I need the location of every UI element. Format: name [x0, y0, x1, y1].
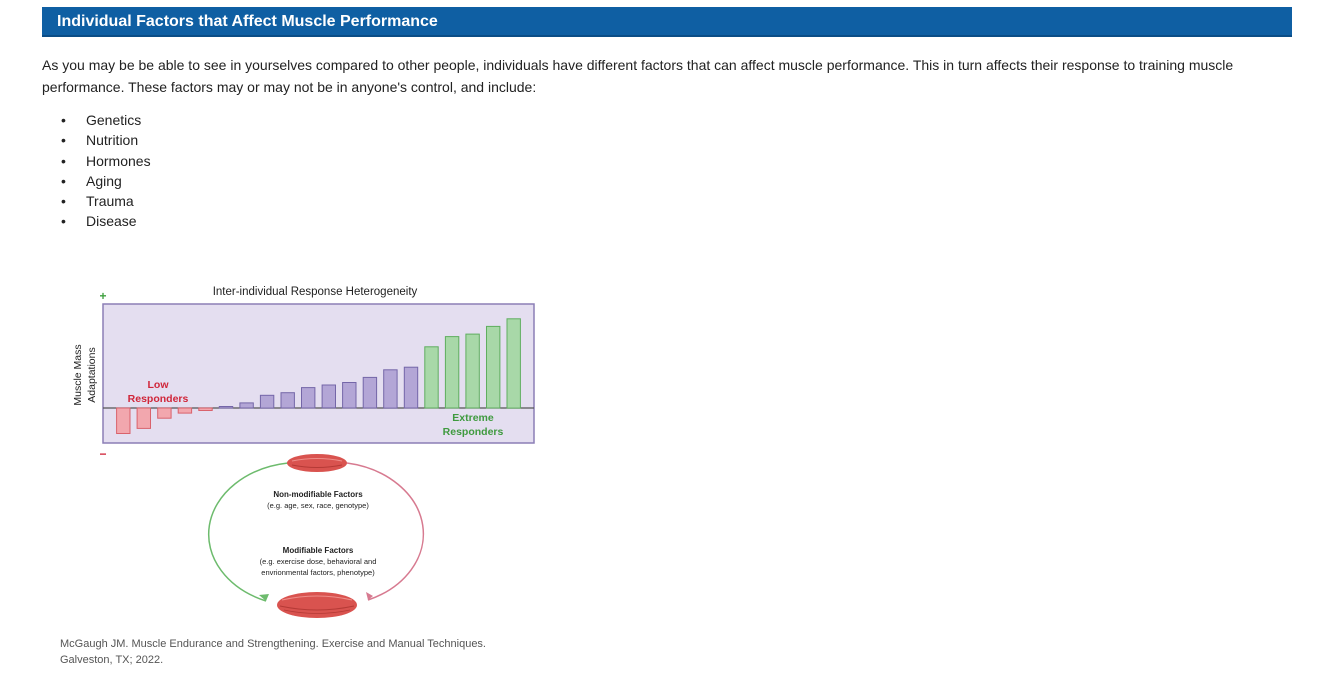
- figure-citation: McGaugh JM. Muscle Endurance and Strengt…: [60, 636, 580, 668]
- chart-title: Inter-individual Response Heterogeneity: [213, 286, 418, 298]
- extreme-responders-label-line1: Extreme: [452, 412, 494, 424]
- low-responders-label-line1: Low: [148, 379, 170, 391]
- factor-label: Disease: [86, 213, 137, 230]
- chart-bar: [465, 333, 480, 409]
- chart-bar: [486, 325, 501, 409]
- plus-sign: +: [99, 289, 106, 303]
- list-item: • Disease: [42, 211, 151, 231]
- chart-bar: [321, 384, 337, 409]
- factor-label: Aging: [86, 172, 122, 189]
- figure-svg: Inter-individual Response Heterogeneity …: [72, 286, 535, 618]
- chart-bar: [362, 376, 378, 409]
- bullet: •: [61, 132, 66, 149]
- list-item: • Aging: [42, 171, 151, 191]
- muscle-icon: [287, 454, 347, 472]
- chart-bars: [116, 318, 521, 434]
- section-title: Individual Factors that Affect Muscle Pe…: [42, 7, 1292, 37]
- chart-bar: [259, 394, 275, 409]
- chart-bar: [239, 402, 254, 409]
- factor-label: Hormones: [86, 152, 151, 169]
- minus-sign: −: [99, 447, 106, 461]
- left-arc-arrowhead: [259, 594, 269, 601]
- chart-bar: [383, 369, 398, 409]
- bullet: •: [61, 112, 66, 128]
- list-item: • Genetics: [42, 110, 151, 130]
- modifiable-factors-title: Modifiable Factors: [283, 546, 354, 555]
- bullet: •: [61, 172, 66, 189]
- low-responders-label-line2: Responders: [128, 393, 189, 405]
- chart-bar: [157, 407, 172, 419]
- modifiable-factors-detail-line1: (e.g. exercise dose, behavioral and: [260, 557, 377, 566]
- factor-label: Genetics: [86, 112, 142, 128]
- citation-line2: Galveston, TX; 2022.: [60, 654, 164, 666]
- response-heterogeneity-figure: Inter-individual Response Heterogeneity …: [60, 278, 550, 628]
- chart-bar: [444, 336, 460, 409]
- list-item: • Hormones: [42, 151, 151, 171]
- extreme-responders-label-line2: Responders: [443, 426, 504, 438]
- chart-bar: [506, 318, 521, 409]
- non-modifiable-factors-title: Non-modifiable Factors: [273, 490, 363, 499]
- chart-bar: [403, 366, 419, 409]
- citation-line1: McGaugh JM. Muscle Endurance and Strengt…: [60, 638, 486, 650]
- chart-panel: [102, 303, 535, 444]
- chart-bar: [342, 382, 357, 409]
- factor-label: Trauma: [86, 193, 134, 210]
- list-item: • Trauma: [42, 191, 151, 211]
- bullet: •: [61, 213, 66, 230]
- factor-label: Nutrition: [86, 132, 139, 149]
- bullet: •: [61, 152, 66, 169]
- y-axis-label-line2: Adaptations: [86, 347, 98, 402]
- right-arc-arrowhead: [366, 592, 373, 600]
- muscle-icon: [277, 592, 357, 618]
- non-modifiable-factors-detail: (e.g. age, sex, race, genotype): [267, 501, 369, 510]
- right-cycle-arc: [346, 462, 425, 601]
- list-item: • Nutrition: [42, 130, 151, 150]
- bullet: •: [61, 193, 66, 210]
- left-cycle-arc: [207, 462, 289, 602]
- chart-bar: [301, 387, 316, 409]
- intro-paragraph: As you may be be able to see in yourselv…: [42, 57, 1234, 95]
- chart-bar: [198, 407, 213, 411]
- chart-bar: [177, 407, 193, 414]
- y-axis-label-line1: Muscle Mass: [72, 344, 84, 405]
- chart-bar: [116, 407, 131, 434]
- modifiable-factors-detail-line2: envrionmental factors, phenotype): [261, 568, 375, 577]
- chart-bar: [280, 392, 295, 409]
- factor-list: • Genetics • Nutrition • Hormones • Aging • T…: [42, 110, 151, 232]
- chart-bar: [218, 406, 234, 409]
- chart-bar: [136, 407, 151, 429]
- chart-bar: [424, 346, 439, 409]
